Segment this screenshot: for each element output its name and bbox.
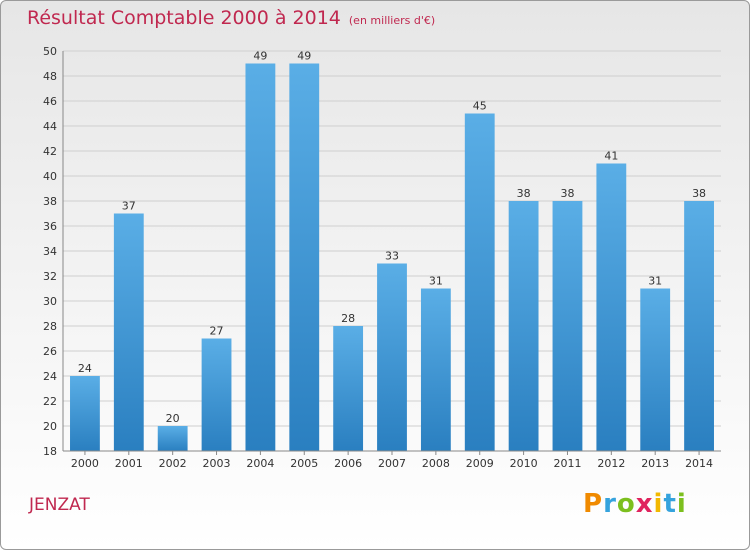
data-label-2001: 37 bbox=[122, 200, 136, 213]
x-tick-label-2005: 2005 bbox=[290, 457, 318, 470]
x-tick-label-2006: 2006 bbox=[334, 457, 362, 470]
bar-2011 bbox=[552, 201, 583, 451]
logo-letter: x bbox=[635, 489, 654, 519]
data-label-2000: 24 bbox=[78, 362, 92, 375]
x-tick-label-2000: 2000 bbox=[71, 457, 99, 470]
x-tick-label-2014: 2014 bbox=[685, 457, 713, 470]
commune-name: JENZAT bbox=[29, 495, 90, 515]
bar-2008 bbox=[420, 288, 451, 451]
x-tick-label-2008: 2008 bbox=[422, 457, 450, 470]
bar-2012 bbox=[596, 163, 627, 451]
proxiti-logo[interactable]: Proxiti bbox=[583, 489, 687, 519]
axes: 18 20 22 24 26 28 30 32 34 36 38 40 42 44 46 48 50 2000 20… bbox=[43, 45, 721, 470]
logo-letter: i bbox=[653, 489, 664, 519]
y-tick-label: 28 bbox=[43, 320, 57, 333]
x-tick-label-2010: 2010 bbox=[510, 457, 538, 470]
chart-title-text: Résultat Comptable 2000 à 2014 bbox=[27, 7, 341, 29]
data-label-2012: 41 bbox=[604, 150, 618, 163]
bar-2000 bbox=[70, 376, 100, 451]
bar-2003 bbox=[201, 338, 232, 451]
y-tick-label: 26 bbox=[43, 345, 57, 358]
bars: 24 37 20 27 49 49 28 33 31 45 38 38 41 31 38 bbox=[70, 50, 714, 451]
data-label-2011: 38 bbox=[560, 187, 574, 200]
data-label-2008: 31 bbox=[429, 275, 443, 288]
data-label-2003: 27 bbox=[210, 325, 224, 338]
bar-2005 bbox=[289, 63, 320, 451]
y-tick-label: 18 bbox=[43, 445, 57, 458]
logo-letter: t bbox=[663, 489, 677, 519]
y-tick-label: 30 bbox=[43, 295, 57, 308]
chart-subtitle: (en milliers d'€) bbox=[348, 14, 436, 27]
y-tick-label: 36 bbox=[43, 220, 57, 233]
y-tick-label: 34 bbox=[43, 245, 57, 258]
data-label-2009: 45 bbox=[473, 100, 487, 113]
y-tick-label: 24 bbox=[43, 370, 57, 383]
y-tick-label: 20 bbox=[43, 420, 57, 433]
data-label-2006: 28 bbox=[341, 312, 355, 325]
bar-2007 bbox=[377, 263, 407, 451]
logo-letter: r bbox=[603, 489, 617, 519]
data-label-2002: 20 bbox=[166, 412, 180, 425]
bar-2013 bbox=[640, 288, 671, 451]
x-tick-label-2011: 2011 bbox=[553, 457, 581, 470]
y-tick-label: 22 bbox=[43, 395, 57, 408]
bar-2001 bbox=[113, 213, 144, 451]
y-tick-label: 46 bbox=[43, 95, 57, 108]
data-label-2010: 38 bbox=[517, 187, 531, 200]
bar-2004 bbox=[245, 63, 276, 451]
bar-2002 bbox=[157, 426, 188, 451]
bar-2010 bbox=[508, 201, 539, 451]
y-tick-label: 50 bbox=[43, 45, 57, 58]
data-label-2007: 33 bbox=[385, 250, 399, 263]
data-label-2005: 49 bbox=[297, 50, 311, 63]
x-tick-label-2007: 2007 bbox=[378, 457, 406, 470]
x-tick-label-2012: 2012 bbox=[597, 457, 625, 470]
x-tick-label-2004: 2004 bbox=[246, 457, 274, 470]
chart-title: Résultat Comptable 2000 à 2014 (en millie… bbox=[27, 7, 435, 29]
x-tick-label-2002: 2002 bbox=[159, 457, 187, 470]
data-label-2004: 49 bbox=[253, 50, 267, 63]
x-tick-label-2001: 2001 bbox=[115, 457, 143, 470]
logo-letter: o bbox=[616, 489, 636, 519]
y-tick-label: 40 bbox=[43, 170, 57, 183]
logo-letter: P bbox=[583, 489, 604, 519]
y-tick-label: 32 bbox=[43, 270, 57, 283]
x-tick-label-2013: 2013 bbox=[641, 457, 669, 470]
bar-2009 bbox=[464, 113, 495, 451]
x-tick-label-2009: 2009 bbox=[466, 457, 494, 470]
y-tick-label: 48 bbox=[43, 70, 57, 83]
data-label-2014: 38 bbox=[692, 187, 706, 200]
x-tick-label-2003: 2003 bbox=[203, 457, 231, 470]
bar-2006 bbox=[333, 326, 364, 451]
y-tick-label: 38 bbox=[43, 195, 57, 208]
logo-letter: i bbox=[676, 489, 687, 519]
y-tick-label: 44 bbox=[43, 120, 57, 133]
bar-2014 bbox=[684, 201, 714, 451]
data-label-2013: 31 bbox=[648, 275, 662, 288]
y-tick-label: 42 bbox=[43, 145, 57, 158]
